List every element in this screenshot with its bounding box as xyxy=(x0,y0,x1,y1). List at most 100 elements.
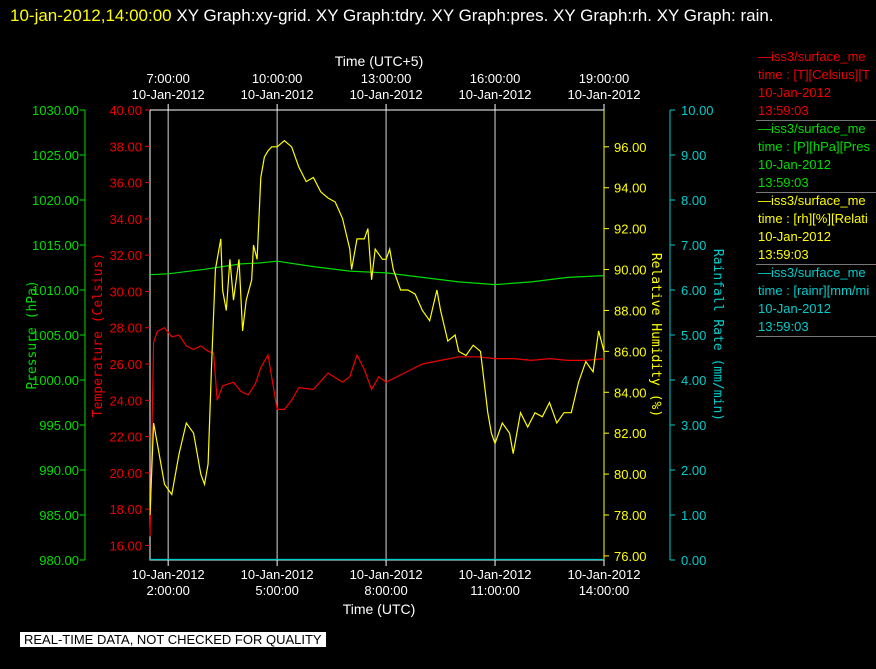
bottom-axis-title: Time (UTC) xyxy=(343,601,416,617)
pressure-tick-label: 1030.00 xyxy=(32,103,79,118)
humidity-axis-title: Relative Humidity (%) xyxy=(648,253,663,417)
humidity-tick-label: 78.00 xyxy=(614,508,647,523)
legend-line: 13:59:03 xyxy=(758,319,809,334)
pressure-tick-label: 980.00 xyxy=(39,553,79,568)
header-graph-titles: XY Graph:xy-grid. XY Graph:tdry. XY Grap… xyxy=(176,6,774,25)
top-axis-title: Time (UTC+5) xyxy=(335,53,424,69)
legend-line: —iss3/surface_me xyxy=(758,121,866,136)
legend-line: 13:59:03 xyxy=(758,247,809,262)
bottom-tick-date: 10-Jan-2012 xyxy=(568,567,641,582)
rain-tick-label: 0.00 xyxy=(681,553,706,568)
legend-line: time : [P][hPa][Pres xyxy=(758,139,870,154)
legend-line: —iss3/surface_me xyxy=(758,49,866,64)
pressure-tick-label: 1015.00 xyxy=(32,238,79,253)
humidity-tick-label: 94.00 xyxy=(614,181,647,196)
legend-line: 10-Jan-2012 xyxy=(758,229,831,244)
pressure-tick-label: 985.00 xyxy=(39,508,79,523)
legend-line: 13:59:03 xyxy=(758,175,809,190)
pressure-axis-title: Pressure (hPa) xyxy=(25,280,40,390)
bottom-tick-time: 5:00:00 xyxy=(255,583,298,598)
rain-axis-title: Rainfall Rate (mm/min) xyxy=(710,249,725,421)
rain-tick-label: 7.00 xyxy=(681,238,706,253)
bottom-tick-date: 10-Jan-2012 xyxy=(241,567,314,582)
humidity-tick-label: 84.00 xyxy=(614,385,647,400)
bottom-tick-date: 10-Jan-2012 xyxy=(132,567,205,582)
top-tick-time: 19:00:00 xyxy=(579,71,630,86)
legend-line: 10-Jan-2012 xyxy=(758,301,831,316)
top-tick-time: 10:00:00 xyxy=(252,71,303,86)
rain-tick-label: 9.00 xyxy=(681,148,706,163)
header-timestamp: 10-jan-2012,14:00:00 xyxy=(10,6,172,25)
pressure-series-line xyxy=(149,260,605,286)
humidity-tick-label: 90.00 xyxy=(614,263,647,278)
temperature-tick-label: 16.00 xyxy=(109,538,142,553)
legend-entry-humidity: —iss3/surface_me time : [rh][%][Relati 10-… xyxy=(758,192,876,264)
temperature-tick-label: 30.00 xyxy=(109,284,142,299)
legend-separator xyxy=(756,120,876,121)
quality-notice: REAL-TIME DATA, NOT CHECKED FOR QUALITY xyxy=(20,632,326,647)
rain-tick-label: 1.00 xyxy=(681,508,706,523)
legend-line: 13:59:03 xyxy=(758,103,809,118)
legend-line: —iss3/surface_me xyxy=(758,265,866,280)
rain-tick-label: 3.00 xyxy=(681,418,706,433)
top-tick-time: 13:00:00 xyxy=(361,71,412,86)
rain-tick-label: 5.00 xyxy=(681,328,706,343)
legend-line: time : [T][Celsius][T xyxy=(758,67,870,82)
top-tick-date: 10-Jan-2012 xyxy=(132,87,205,102)
legend-separator xyxy=(756,264,876,265)
pressure-tick-label: 1000.00 xyxy=(32,373,79,388)
axes xyxy=(80,104,675,566)
bottom-tick-time: 14:00:00 xyxy=(579,583,630,598)
top-tick-date: 10-Jan-2012 xyxy=(568,87,641,102)
legend-separator xyxy=(756,336,876,337)
rain-tick-label: 2.00 xyxy=(681,463,706,478)
temperature-tick-label: 40.00 xyxy=(109,103,142,118)
humidity-tick-label: 86.00 xyxy=(614,344,647,359)
humidity-tick-label: 96.00 xyxy=(614,140,647,155)
temperature-tick-label: 28.00 xyxy=(109,321,142,336)
legend-line: time : [rainr][mm/mi xyxy=(758,283,870,298)
temperature-tick-label: 20.00 xyxy=(109,466,142,481)
temperature-tick-label: 32.00 xyxy=(109,248,142,263)
pressure-tick-label: 1010.00 xyxy=(32,283,79,298)
data-series xyxy=(149,139,605,561)
pressure-tick-label: 1020.00 xyxy=(32,193,79,208)
humidity-tick-label: 92.00 xyxy=(614,222,647,237)
top-tick-date: 10-Jan-2012 xyxy=(350,87,423,102)
top-tick-date: 10-Jan-2012 xyxy=(459,87,532,102)
temperature-axis-title: Temperature (Celsius) xyxy=(91,253,106,417)
pressure-tick-label: 1005.00 xyxy=(32,328,79,343)
temperature-tick-label: 22.00 xyxy=(109,430,142,445)
humidity-tick-label: 82.00 xyxy=(614,426,647,441)
temperature-tick-label: 18.00 xyxy=(109,502,142,517)
humidity-tick-label: 88.00 xyxy=(614,303,647,318)
legend-line: time : [rh][%][Relati xyxy=(758,211,868,226)
rain-tick-label: 4.00 xyxy=(681,373,706,388)
bottom-tick-time: 8:00:00 xyxy=(364,583,407,598)
humidity-series-line xyxy=(149,139,605,516)
top-tick-time: 16:00:00 xyxy=(470,71,521,86)
top-tick-date: 10-Jan-2012 xyxy=(241,87,314,102)
humidity-tick-label: 80.00 xyxy=(614,467,647,482)
legend-separator xyxy=(756,192,876,193)
plot-frame xyxy=(149,109,605,561)
temperature-tick-label: 26.00 xyxy=(109,357,142,372)
legend-line: 10-Jan-2012 xyxy=(758,157,831,172)
bottom-tick-time: 2:00:00 xyxy=(146,583,189,598)
top-tick-time: 7:00:00 xyxy=(146,71,189,86)
grid-lines xyxy=(167,110,496,560)
temperature-tick-label: 24.00 xyxy=(109,393,142,408)
temperature-tick-label: 38.00 xyxy=(109,139,142,154)
bottom-tick-date: 10-Jan-2012 xyxy=(459,567,532,582)
pressure-tick-label: 995.00 xyxy=(39,418,79,433)
axis-labels: 10-Jan-20122:00:007:00:0010-Jan-201210-J… xyxy=(25,53,725,617)
rain-tick-label: 6.00 xyxy=(681,283,706,298)
legend-line: 10-Jan-2012 xyxy=(758,85,831,100)
rain-tick-label: 10.00 xyxy=(681,103,714,118)
pressure-tick-label: 990.00 xyxy=(39,463,79,478)
temperature-series-line xyxy=(149,326,605,537)
temperature-tick-label: 36.00 xyxy=(109,176,142,191)
